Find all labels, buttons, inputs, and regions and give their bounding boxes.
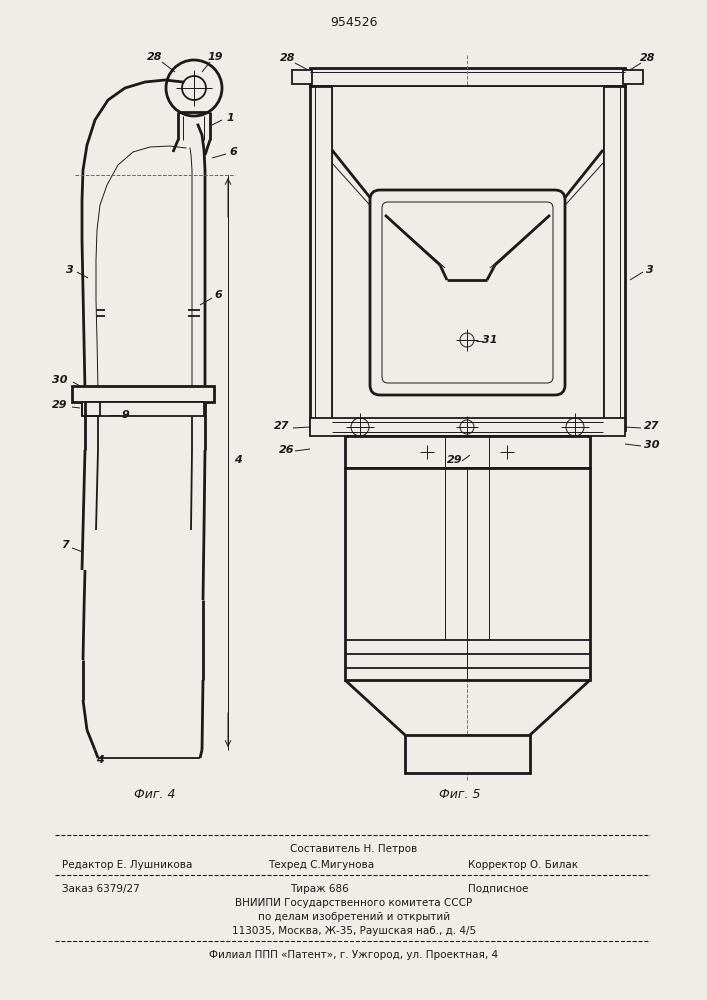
Bar bbox=[310, 86, 332, 430]
Text: ВНИИПИ Государственного комитета СССР: ВНИИПИ Государственного комитета СССР bbox=[235, 898, 472, 908]
Text: 4: 4 bbox=[234, 455, 242, 465]
Text: 3: 3 bbox=[66, 265, 74, 275]
Bar bbox=[72, 386, 214, 402]
Text: 30: 30 bbox=[52, 375, 68, 385]
Text: по делам изобретений и открытий: по делам изобретений и открытий bbox=[258, 912, 450, 922]
Bar bbox=[292, 70, 312, 84]
Text: 29: 29 bbox=[448, 455, 463, 465]
Bar bbox=[345, 468, 590, 680]
Text: Подписное: Подписное bbox=[468, 884, 528, 894]
Text: 26: 26 bbox=[279, 445, 295, 455]
Bar bbox=[603, 86, 625, 430]
Text: 31: 31 bbox=[482, 335, 498, 345]
Text: 28: 28 bbox=[280, 53, 296, 63]
Text: 29: 29 bbox=[52, 400, 68, 410]
FancyBboxPatch shape bbox=[370, 190, 565, 395]
Bar bbox=[310, 68, 625, 86]
Bar bbox=[310, 418, 625, 436]
Text: Фиг. 4: Фиг. 4 bbox=[134, 788, 176, 802]
Text: 28: 28 bbox=[147, 52, 163, 62]
Text: 3: 3 bbox=[646, 265, 654, 275]
Text: 954526: 954526 bbox=[330, 15, 378, 28]
Bar bbox=[623, 70, 643, 84]
Bar bbox=[82, 402, 204, 416]
Text: 9: 9 bbox=[121, 410, 129, 420]
Text: Филиал ППП «Патент», г. Ужгород, ул. Проектная, 4: Филиал ППП «Патент», г. Ужгород, ул. Про… bbox=[209, 950, 498, 960]
Bar bbox=[332, 86, 603, 426]
Text: 27: 27 bbox=[644, 421, 660, 431]
Bar bbox=[405, 735, 530, 773]
Text: Тираж 686: Тираж 686 bbox=[290, 884, 349, 894]
Text: 6: 6 bbox=[229, 147, 237, 157]
Text: Техред С.Мигунова: Техред С.Мигунова bbox=[268, 860, 374, 870]
Text: 7: 7 bbox=[61, 540, 69, 550]
Text: Корректор О. Билак: Корректор О. Билак bbox=[468, 860, 578, 870]
Text: 19: 19 bbox=[207, 52, 223, 62]
Text: 113035, Москва, Ж-35, Раушская наб., д. 4/5: 113035, Москва, Ж-35, Раушская наб., д. … bbox=[232, 926, 476, 936]
Text: 4: 4 bbox=[96, 755, 104, 765]
Text: Составитель Н. Петров: Составитель Н. Петров bbox=[291, 844, 418, 854]
Text: Заказ 6379/27: Заказ 6379/27 bbox=[62, 884, 140, 894]
Text: Фиг. 5: Фиг. 5 bbox=[439, 788, 481, 802]
Bar bbox=[345, 436, 590, 468]
Text: 27: 27 bbox=[274, 421, 290, 431]
Text: 1: 1 bbox=[226, 113, 234, 123]
Text: 30: 30 bbox=[644, 440, 660, 450]
Text: 6: 6 bbox=[214, 290, 222, 300]
Text: Редактор Е. Лушникова: Редактор Е. Лушникова bbox=[62, 860, 192, 870]
Text: 28: 28 bbox=[641, 53, 656, 63]
